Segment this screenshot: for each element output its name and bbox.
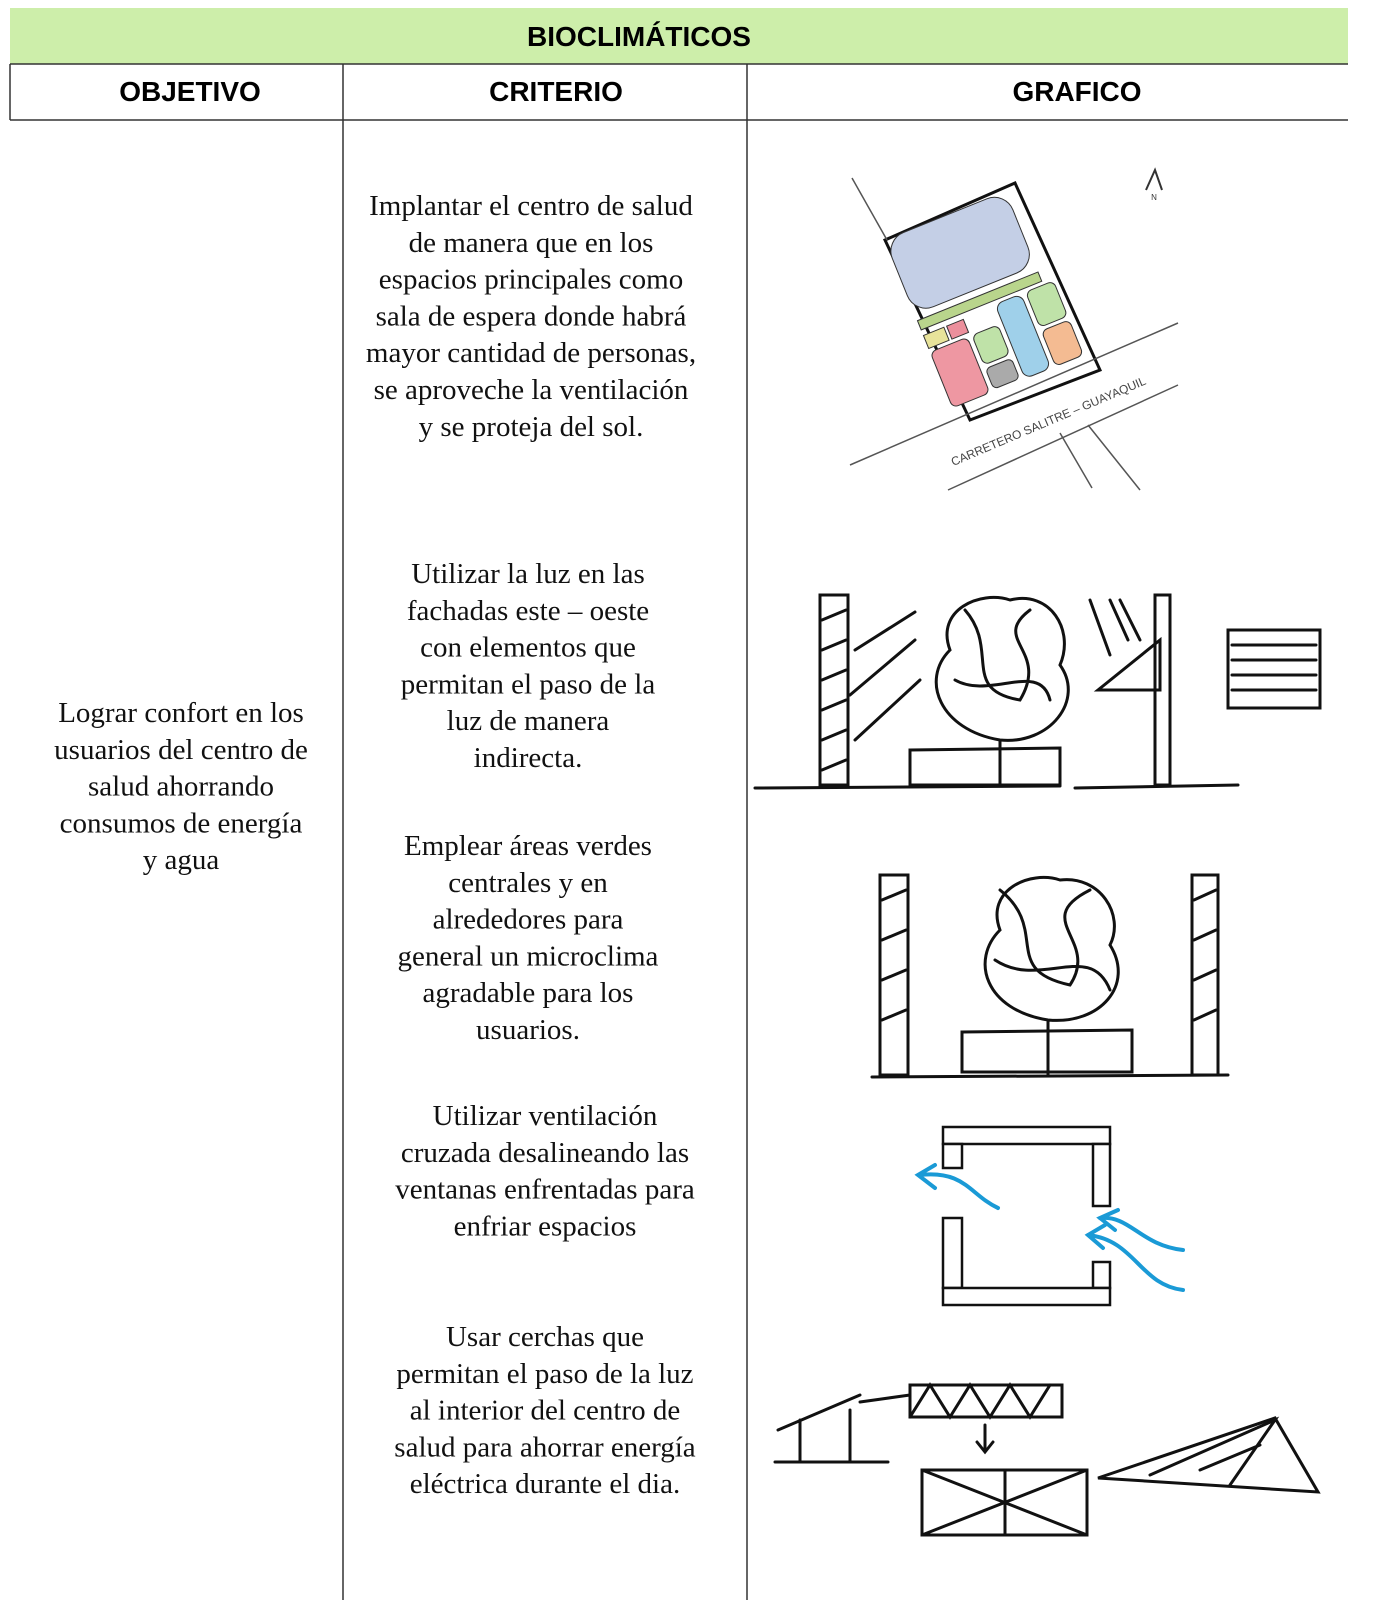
criteria-text: Implantar el centro de salud de manera qu… — [366, 190, 696, 1500]
column-header: GRAFICO — [1012, 76, 1141, 107]
site-plan-sketch: CARRETERO SALITRE – GUAYAQUIL N — [849, 167, 1179, 491]
criterion-line: luz de manera — [447, 705, 610, 737]
criterion-line: Implantar el centro de salud — [369, 190, 693, 222]
criterion: Utilizar ventilación cruzada desalineando… — [395, 1100, 695, 1242]
header-bar — [10, 8, 1348, 64]
objective-line: usuarios del centro de — [54, 734, 308, 766]
criterion-line: con elementos que — [420, 632, 636, 664]
north-label: N — [1151, 193, 1157, 202]
criterion: Utilizar la luz en las fachadas este – oe… — [401, 558, 656, 774]
criterion-line: Usar cerchas que — [446, 1321, 644, 1353]
criterion-line: ventanas enfrentadas para — [395, 1174, 695, 1206]
objective-text: Lograr confort en los usuarios del centro… — [54, 697, 308, 876]
criterion-line: y se proteja del sol. — [419, 411, 644, 443]
criterion-line: espacios principales como — [379, 264, 683, 296]
truss-sketch — [773, 1382, 1321, 1537]
criterion-line: Utilizar ventilación — [433, 1100, 658, 1132]
criterion-line: fachadas este – oeste — [407, 595, 649, 627]
criterion-line: sala de espera donde habrá — [376, 300, 687, 332]
criterion-line: enfriar espacios — [454, 1210, 637, 1242]
criterion: Implantar el centro de salud de manera qu… — [366, 190, 696, 443]
green-areas-sketch — [870, 873, 1230, 1079]
criterion-line: de manera que en los — [409, 227, 654, 259]
facade-light-sketch — [753, 593, 1322, 790]
objective-line: Lograr confort en los — [58, 697, 304, 729]
criterion: Usar cerchas que permitan el paso de la l… — [394, 1321, 696, 1500]
criterion-line: alrededores para — [433, 904, 624, 936]
criterion-line: centrales y en — [448, 867, 608, 899]
ventilation-sketch — [941, 1125, 1112, 1307]
objective-line: y agua — [143, 844, 220, 876]
criterion-line: Utilizar la luz en las — [411, 558, 645, 590]
criterion-line: permitan el paso de la luz — [396, 1358, 693, 1390]
criterion-line: mayor cantidad de personas, — [366, 337, 696, 369]
airflow-arrows — [914, 1163, 1185, 1292]
criterion-line: cruzada desalineando las — [401, 1137, 689, 1169]
column-header: OBJETIVO — [119, 76, 261, 107]
objective-line: salud ahorrando — [88, 771, 274, 803]
criterion-line: indirecta. — [474, 742, 583, 774]
criterion-line: eléctrica durante el dia. — [410, 1468, 681, 1500]
criterion-line: al interior del centro de — [410, 1395, 681, 1427]
criterion-line: permitan el paso de la — [401, 668, 656, 700]
criterion-line: usuarios. — [476, 1014, 580, 1046]
criterion: Emplear áreas verdes centrales y en alrede… — [398, 830, 659, 1046]
header-title: BIOCLIMÁTICOS — [527, 21, 751, 52]
table-grid — [9, 63, 1348, 1600]
criterion-line: agradable para los — [423, 977, 634, 1009]
criterion-line: general un microclima — [398, 940, 659, 972]
criterion-line: Emplear áreas verdes — [404, 830, 652, 862]
column-header: CRITERIO — [489, 76, 623, 107]
criterion-line: salud para ahorrar energía — [394, 1431, 696, 1463]
criterion-line: se aproveche la ventilación — [374, 374, 689, 406]
objective-line: consumos de energía — [60, 807, 303, 839]
